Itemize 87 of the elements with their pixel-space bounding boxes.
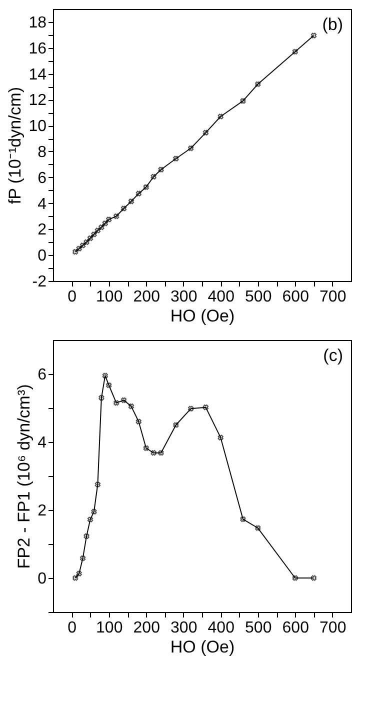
point [114, 213, 120, 220]
point [202, 130, 209, 136]
point [98, 224, 104, 230]
point [98, 394, 104, 401]
y-tick-label: 4 [38, 434, 47, 452]
y-tick-label: 14 [28, 66, 47, 84]
point [188, 145, 194, 152]
point [94, 228, 101, 234]
x-tick-label: 700 [320, 620, 346, 636]
point [292, 575, 298, 581]
x-tick-label: 600 [282, 288, 310, 306]
point [80, 555, 86, 562]
point [87, 516, 94, 522]
x-tick-label: 0 [68, 288, 77, 306]
point [255, 525, 261, 531]
y-tick-label: 6 [38, 366, 47, 384]
y-tick-label: 16 [28, 40, 47, 58]
y-tick-label: 6 [38, 170, 47, 187]
point [80, 242, 86, 248]
point [310, 32, 317, 38]
point [240, 98, 246, 104]
point [310, 575, 317, 581]
point [84, 239, 90, 245]
point [143, 445, 149, 451]
point [91, 508, 97, 515]
point [87, 235, 94, 242]
point [218, 434, 224, 440]
y-tick-label: 12 [28, 92, 47, 110]
point [120, 397, 127, 403]
y-tick-label: 18 [28, 14, 47, 32]
point [173, 156, 179, 162]
point [188, 406, 194, 412]
point [106, 216, 112, 222]
x-tick-label: 300 [170, 620, 198, 636]
point [72, 575, 78, 581]
point [143, 184, 149, 190]
point [136, 190, 142, 196]
point [240, 516, 246, 522]
point [72, 249, 78, 255]
x-tick-label: 400 [208, 288, 235, 306]
y-tick-label: 2 [38, 222, 47, 239]
y-axis-title: fP (10⁻¹dyn/cm) [6, 86, 25, 204]
point [150, 450, 156, 456]
x-tick-label: 100 [96, 288, 123, 306]
x-axis-title: HO (Oe) [170, 306, 235, 326]
point [106, 382, 112, 388]
point [202, 404, 209, 410]
y-tick-label: 0 [38, 570, 47, 588]
annotation: (c) [323, 346, 343, 365]
point [128, 198, 134, 204]
point [136, 418, 142, 424]
point [255, 81, 261, 87]
annotation: (b) [322, 15, 343, 34]
x-tick-label: 300 [170, 288, 198, 306]
point [102, 372, 108, 379]
point [102, 220, 108, 226]
y-tick-label: 8 [38, 144, 47, 161]
x-tick-label: 700 [320, 288, 346, 306]
point [91, 232, 97, 238]
x-axis-title: HO (Oe) [170, 638, 235, 656]
point [218, 114, 224, 120]
x-tick-label: 200 [133, 288, 160, 306]
point [76, 246, 82, 252]
x-tick-label: 600 [282, 620, 310, 636]
point [128, 403, 134, 410]
point [114, 400, 120, 406]
y-tick-label: 2 [38, 502, 47, 520]
y-tick-label: -2 [32, 274, 47, 290]
x-tick-label: 500 [245, 288, 272, 306]
point [173, 422, 179, 428]
y-tick-label: 10 [28, 118, 47, 136]
x-tick-label: 100 [96, 620, 123, 636]
point [292, 48, 298, 55]
point [158, 166, 164, 172]
y-tick-label: 0 [38, 248, 47, 265]
point [150, 174, 156, 180]
point [76, 570, 82, 576]
y-tick-label: 4 [38, 196, 47, 213]
x-tick-label: 0 [68, 620, 77, 636]
point [158, 450, 164, 456]
point [94, 482, 101, 488]
x-tick-label: 500 [245, 620, 272, 636]
point [84, 533, 90, 539]
x-tick-label: 400 [208, 620, 235, 636]
y-axis-title: FP2 - FP1 (10⁶ dyn/cm³) [14, 384, 34, 569]
x-tick-label: 200 [133, 620, 160, 636]
point [120, 206, 127, 212]
